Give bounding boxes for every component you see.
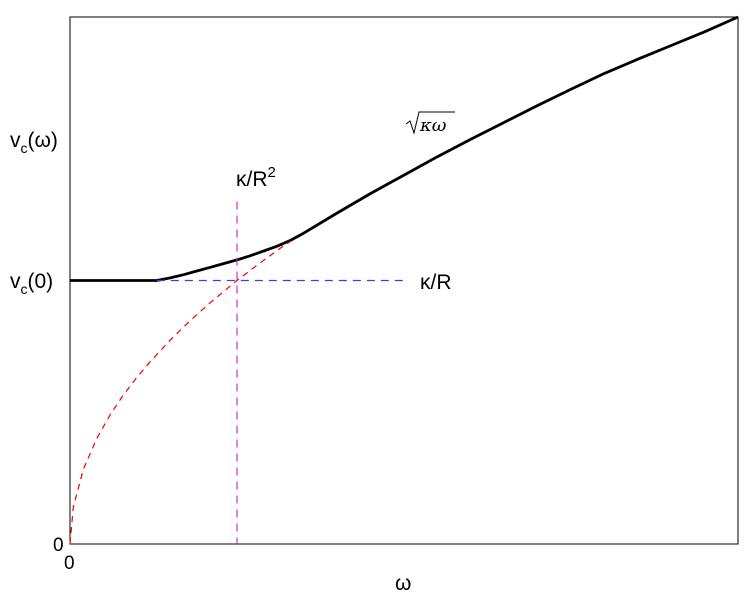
series-sqrt-dashed-line bbox=[69, 240, 291, 545]
y-tick-label-0: 0 bbox=[53, 535, 64, 556]
y-tick-label-vc0: vc(0) bbox=[10, 270, 53, 297]
series-main-solid-line bbox=[70, 15, 739, 282]
sqrt-argument: κω bbox=[419, 115, 447, 136]
curves bbox=[69, 15, 739, 545]
annotation-sqrt-kappa-omega: κω bbox=[405, 111, 455, 136]
annotation-kappa-over-r: κ/R bbox=[420, 271, 452, 294]
x-axis-label: ω bbox=[395, 572, 411, 595]
x-tick-label-0: 0 bbox=[64, 553, 75, 574]
y-axis-label: vc(ω) bbox=[10, 129, 58, 156]
sqrt-sign-icon bbox=[405, 111, 455, 135]
annotation-kappa-over-r-squared: κ/R2 bbox=[236, 164, 276, 191]
